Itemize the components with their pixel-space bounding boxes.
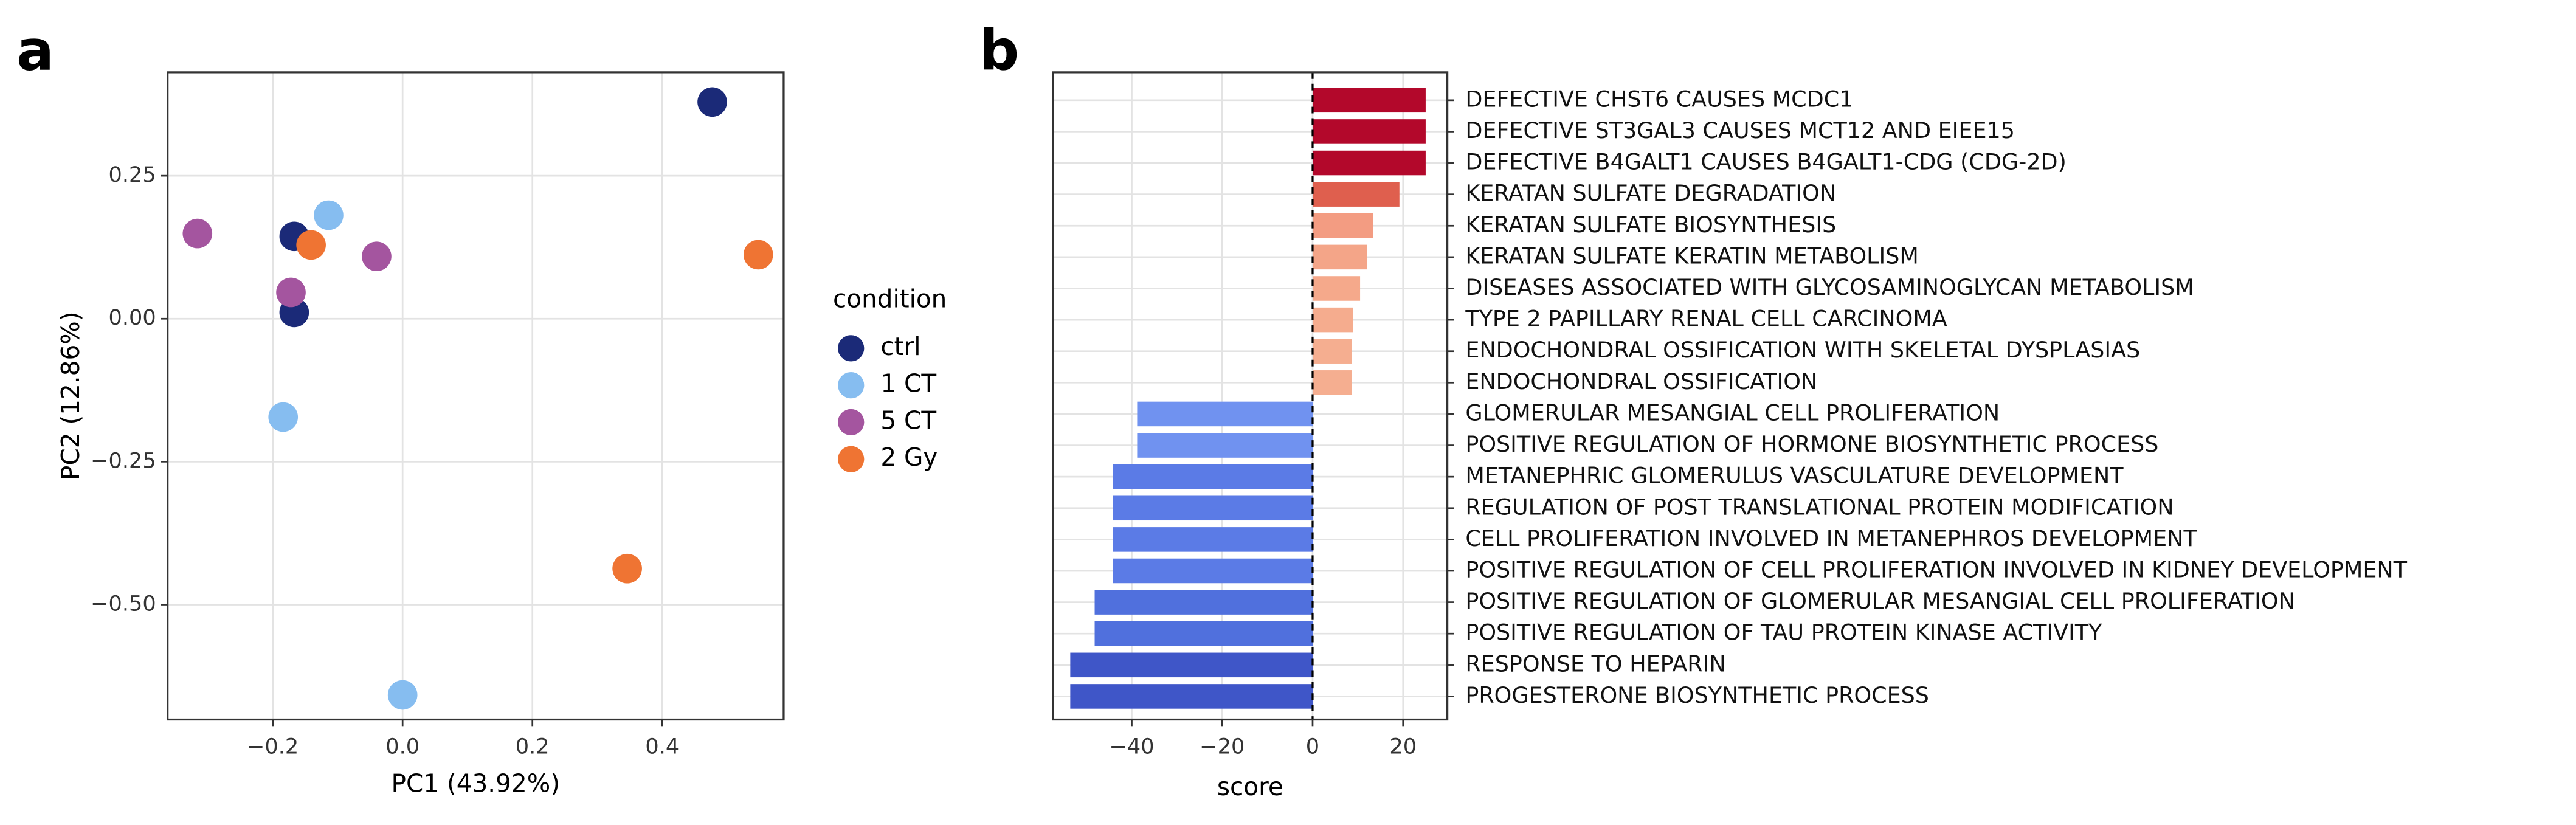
- point: [387, 680, 418, 710]
- y-tick-label: 0.00: [109, 305, 156, 330]
- x-tick-label: −40: [1109, 734, 1154, 759]
- legend-swatch: [838, 446, 865, 472]
- category-label: POSITIVE REGULATION OF HORMONE BIOSYNTHE…: [1465, 431, 2158, 457]
- bar: [1113, 558, 1313, 584]
- x-axis-title: score: [1217, 772, 1283, 801]
- category-label: RESPONSE TO HEPARIN: [1465, 651, 1725, 677]
- x-tick-label: 20: [1389, 734, 1417, 759]
- x-tick-label: −0.2: [247, 734, 299, 759]
- point: [182, 218, 213, 249]
- bar: [1312, 307, 1353, 333]
- bar: [1312, 150, 1426, 176]
- category-label: REGULATION OF POST TRANSLATIONAL PROTEIN…: [1465, 494, 2174, 520]
- bar: [1312, 244, 1367, 270]
- legend-label: ctrl: [880, 332, 920, 361]
- point: [362, 241, 392, 272]
- bar: [1312, 339, 1352, 364]
- point: [296, 230, 326, 260]
- y-tick-label: 0.25: [109, 162, 156, 187]
- y-axis-title: PC2 (12.86%): [56, 311, 85, 480]
- x-tick-label: 0: [1306, 734, 1319, 759]
- y-tick-label: −0.50: [91, 591, 156, 616]
- panel-label: a: [16, 18, 54, 83]
- bar: [1070, 652, 1313, 678]
- category-label: DEFECTIVE CHST6 CAUSES MCDC1: [1465, 86, 1853, 112]
- bar: [1070, 684, 1313, 709]
- category-label: TYPE 2 PAPILLARY RENAL CELL CARCINOMA: [1465, 306, 1947, 332]
- point: [314, 200, 344, 230]
- x-tick-label: 0.4: [645, 734, 679, 759]
- bar: [1312, 182, 1400, 207]
- bar: [1137, 401, 1313, 427]
- x-tick-label: 0.2: [516, 734, 550, 759]
- bar: [1312, 276, 1361, 301]
- legend-swatch: [838, 409, 865, 436]
- legend-title: condition: [833, 284, 947, 313]
- panel-label: b: [979, 18, 1020, 83]
- category-label: ENDOCHONDRAL OSSIFICATION WITH SKELETAL …: [1465, 337, 2140, 363]
- category-label: DEFECTIVE ST3GAL3 CAUSES MCT12 AND EIEE1…: [1465, 117, 2015, 143]
- plot-frame: [1052, 71, 1449, 721]
- legend-label: 2 Gy: [880, 443, 938, 472]
- legend-label: 5 CT: [880, 406, 936, 435]
- point: [268, 402, 299, 432]
- category-label: METANEPHRIC GLOMERULUS VASCULATURE DEVEL…: [1465, 463, 2124, 489]
- bar: [1312, 213, 1373, 238]
- point: [697, 87, 727, 117]
- bar: [1113, 464, 1313, 489]
- y-tick-label: −0.25: [91, 448, 156, 473]
- bar: [1312, 370, 1352, 395]
- category-label: GLOMERULAR MESANGIAL CELL PROLIFERATION: [1465, 399, 2000, 426]
- category-label: ENDOCHONDRAL OSSIFICATION: [1465, 368, 1817, 395]
- x-tick-label: −20: [1200, 734, 1245, 759]
- category-label: KERATAN SULFATE KERATIN METABOLISM: [1465, 243, 1919, 269]
- x-axis-title: PC1 (43.92%): [392, 769, 560, 798]
- point: [743, 240, 773, 270]
- point: [276, 277, 306, 308]
- bar: [1113, 495, 1313, 521]
- x-tick-label: 0.0: [385, 734, 420, 759]
- bar: [1312, 119, 1426, 144]
- bar: [1113, 527, 1313, 552]
- legend-label: 1 CT: [880, 369, 936, 398]
- category-label: KERATAN SULFATE DEGRADATION: [1465, 180, 1836, 206]
- category-label: KERATAN SULFATE BIOSYNTHESIS: [1465, 212, 1836, 238]
- bar: [1137, 433, 1313, 458]
- legend-swatch: [838, 335, 865, 362]
- category-label: POSITIVE REGULATION OF CELL PROLIFERATIO…: [1465, 556, 2407, 582]
- category-label: POSITIVE REGULATION OF TAU PROTEIN KINAS…: [1465, 620, 2102, 646]
- legend-swatch: [838, 372, 865, 399]
- bar: [1312, 88, 1426, 113]
- category-label: DISEASES ASSOCIATED WITH GLYCOSAMINOGLYC…: [1465, 274, 2194, 300]
- category-label: POSITIVE REGULATION OF GLOMERULAR MESANG…: [1465, 588, 2295, 614]
- category-label: CELL PROLIFERATION INVOLVED IN METANEPHR…: [1465, 525, 2197, 551]
- bar: [1094, 621, 1313, 646]
- category-label: DEFECTIVE B4GALT1 CAUSES B4GALT1-CDG (CD…: [1465, 149, 2067, 175]
- category-label: PROGESTERONE BIOSYNTHETIC PROCESS: [1465, 682, 1929, 708]
- bar: [1094, 590, 1313, 615]
- plot-frame: [167, 71, 785, 721]
- point: [612, 553, 642, 584]
